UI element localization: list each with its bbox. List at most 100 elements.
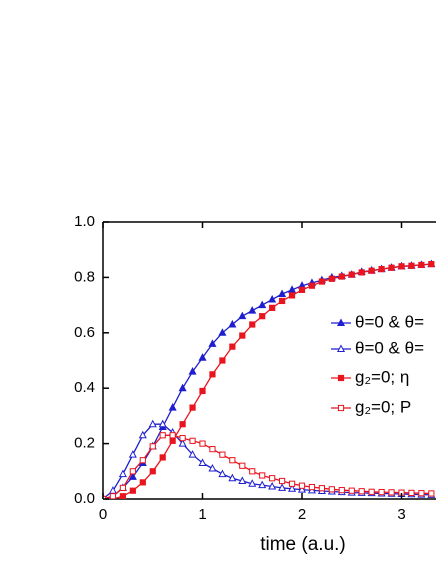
marker	[208, 463, 217, 472]
marker	[199, 387, 206, 395]
y-tick-label: 0.6	[74, 324, 95, 341]
marker	[368, 488, 375, 495]
x-tick-label: 1	[198, 506, 206, 523]
marker	[178, 439, 187, 447]
marker	[338, 273, 345, 280]
marker	[298, 286, 306, 293]
marker	[189, 437, 196, 444]
marker	[209, 371, 216, 378]
marker	[258, 300, 267, 309]
marker	[278, 483, 287, 491]
marker	[398, 263, 405, 270]
marker	[178, 383, 187, 392]
marker	[138, 430, 147, 439]
marker	[128, 472, 137, 480]
marker	[269, 304, 276, 311]
marker	[159, 454, 166, 461]
marker	[288, 484, 297, 492]
marker	[418, 261, 425, 269]
marker	[259, 472, 266, 479]
marker	[279, 297, 286, 305]
marker	[198, 353, 207, 361]
marker	[318, 278, 325, 285]
marker	[239, 462, 246, 469]
marker	[209, 446, 216, 453]
series-line	[103, 434, 432, 499]
x-tick-label: 0	[99, 506, 107, 523]
marker	[249, 468, 256, 475]
marker	[229, 457, 236, 464]
marker	[218, 328, 227, 336]
marker	[119, 484, 127, 492]
marker	[358, 269, 365, 276]
legend-label: θ=0 & θ=	[355, 312, 424, 331]
y-tick-label: 0.2	[74, 435, 95, 452]
marker	[129, 487, 136, 494]
marker	[208, 339, 217, 347]
marker	[288, 480, 296, 487]
legend-label: g₂=0; η	[355, 367, 409, 386]
marker	[428, 261, 435, 268]
marker	[336, 344, 346, 352]
marker	[129, 468, 136, 475]
series-line	[103, 423, 432, 499]
marker	[368, 267, 375, 274]
marker	[408, 489, 415, 497]
marker	[228, 473, 237, 482]
marker	[189, 404, 196, 411]
marker	[169, 437, 176, 444]
marker	[278, 289, 287, 298]
marker	[328, 486, 335, 493]
marker	[248, 479, 257, 487]
marker	[168, 403, 177, 411]
marker	[119, 493, 127, 499]
marker	[259, 313, 266, 320]
marker	[248, 306, 257, 314]
marker	[268, 294, 277, 303]
marker	[179, 421, 186, 428]
marker	[308, 483, 316, 491]
marker	[238, 311, 247, 320]
marker	[308, 282, 316, 289]
marker	[198, 458, 207, 466]
marker	[229, 343, 236, 350]
marker	[378, 265, 385, 273]
marker	[288, 292, 296, 299]
marker	[297, 485, 307, 493]
x-tick-label: 3	[397, 506, 405, 523]
marker	[239, 332, 246, 339]
marker	[348, 271, 355, 278]
marker	[159, 432, 166, 439]
marker	[249, 321, 256, 328]
marker	[336, 318, 346, 326]
marker	[118, 469, 127, 478]
marker	[218, 469, 227, 478]
x-tick-label: 2	[298, 506, 306, 523]
legend: θ=0 & θ= θ=0 & θ= g₂=0; η g₂=0; P	[331, 312, 424, 416]
marker	[348, 487, 355, 494]
marker	[169, 432, 176, 439]
marker	[269, 475, 276, 482]
marker	[337, 404, 345, 412]
marker	[219, 357, 226, 364]
marker	[388, 489, 395, 496]
y-tick-label: 0.0	[74, 490, 95, 507]
marker	[188, 367, 197, 375]
x-axis-label: time (a.u.)	[260, 534, 346, 555]
series-line	[103, 263, 432, 499]
marker	[228, 319, 237, 328]
marker	[188, 450, 197, 458]
legend-label: g₂=0; P	[355, 397, 411, 416]
plot-area	[103, 259, 436, 499]
marker	[128, 450, 137, 458]
marker	[408, 262, 415, 269]
marker	[378, 488, 385, 496]
marker	[268, 481, 277, 490]
y-tick-label: 0.8	[74, 268, 95, 285]
marker	[199, 440, 206, 447]
marker	[258, 480, 267, 489]
marker	[139, 457, 146, 464]
legend-label: θ=0 & θ=	[355, 338, 424, 357]
marker	[158, 419, 167, 428]
